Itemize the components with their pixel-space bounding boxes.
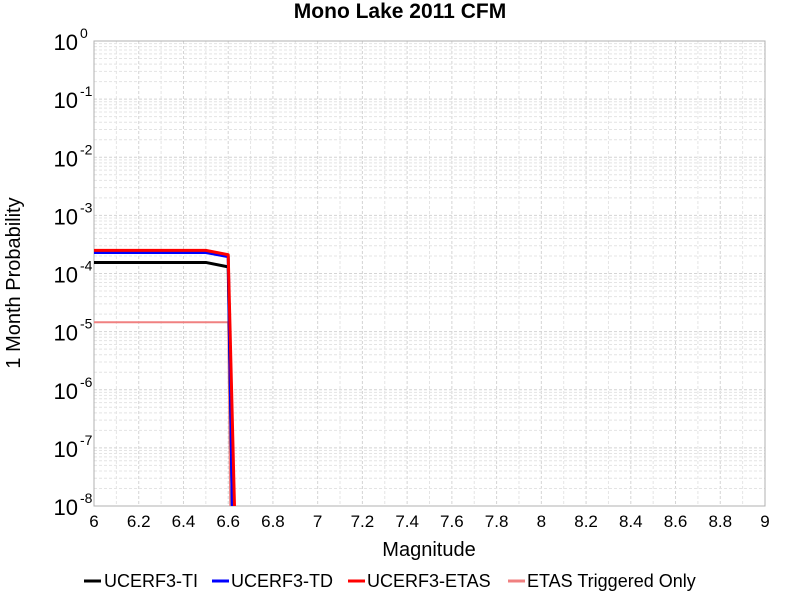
legend-label: ETAS Triggered Only [527,571,696,591]
y-tick-exponent: -8 [80,490,93,506]
y-tick-base: 10 [54,204,78,229]
y-tick-base: 10 [54,263,78,288]
x-axis-label: Magnitude [382,539,475,561]
y-tick-base: 10 [54,321,78,346]
x-tick-label: 8.8 [708,512,732,531]
x-tick-label: 7.4 [395,512,419,531]
y-tick-exponent: -4 [80,258,93,274]
x-tick-label: 8.4 [619,512,643,531]
y-tick-base: 10 [54,88,78,113]
legend-label: UCERF3-ETAS [367,571,491,591]
x-tick-label: 6.8 [261,512,285,531]
y-tick: 10 -8 [54,490,93,520]
series-group [94,248,236,506]
y-tick: 10 -3 [54,199,93,229]
x-tick-label: 8 [537,512,546,531]
y-tick-base: 10 [54,146,78,171]
x-tick-label: 6.2 [127,512,151,531]
legend-item: UCERF3-ETAS [348,571,491,591]
y-tick-base: 10 [54,30,78,55]
grid [93,41,766,507]
y-tick: 10 -4 [54,258,93,288]
x-tick-label: 7.8 [485,512,509,531]
y-tick-base: 10 [54,437,78,462]
y-axis-label: 1 Month Probability [3,197,25,368]
x-tick-label: 7.6 [440,512,464,531]
plot-area [93,40,766,507]
x-tick-label: 8.2 [574,512,598,531]
legend: UCERF3-TI UCERF3-TD UCERF3-ETAS ETAS Trigge… [84,571,696,591]
y-tick-exponent: -7 [80,432,93,448]
y-tick-exponent: 0 [80,25,88,41]
x-tick-label: 6.4 [172,512,196,531]
legend-label: UCERF3-TI [104,571,198,591]
series-line-ucerf3-etas [94,248,236,506]
y-tick-exponent: -3 [80,199,93,215]
y-tick: 10 -6 [54,374,93,404]
x-tick-label: 9 [760,512,769,531]
series-line-ucerf3-td [94,250,234,506]
y-tick-exponent: -5 [80,316,93,332]
series-line-ucerf3-ti [94,260,234,506]
y-tick: 10 -1 [54,83,93,113]
x-axis-ticks: 6 6.2 6.4 6.6 6.8 7 7.2 7.4 7.6 7.8 8 8.2 8.4 8.6 8.8 9 [89,512,769,531]
y-tick-exponent: -1 [80,83,93,99]
y-tick: 10 -7 [54,432,93,462]
y-tick: 10 -5 [54,316,93,346]
x-tick-label: 7 [313,512,322,531]
x-tick-label: 6 [89,512,98,531]
x-tick-label: 6.6 [216,512,240,531]
legend-item: ETAS Triggered Only [508,571,696,591]
legend-item: UCERF3-TI [84,571,198,591]
y-tick-base: 10 [54,495,78,520]
y-tick: 10 0 [54,25,88,55]
legend-item: UCERF3-TD [212,571,333,591]
legend-label: UCERF3-TD [231,571,333,591]
x-tick-label: 7.2 [351,512,375,531]
series-line-etas-triggered-only [94,321,232,506]
series-layer [94,248,236,506]
y-tick-exponent: -2 [80,141,93,157]
y-tick: 10 -2 [54,141,93,171]
y-tick-exponent: -6 [80,374,93,390]
chart-title: Mono Lake 2011 CFM [294,0,506,23]
y-tick-base: 10 [54,379,78,404]
x-tick-label: 8.6 [664,512,688,531]
